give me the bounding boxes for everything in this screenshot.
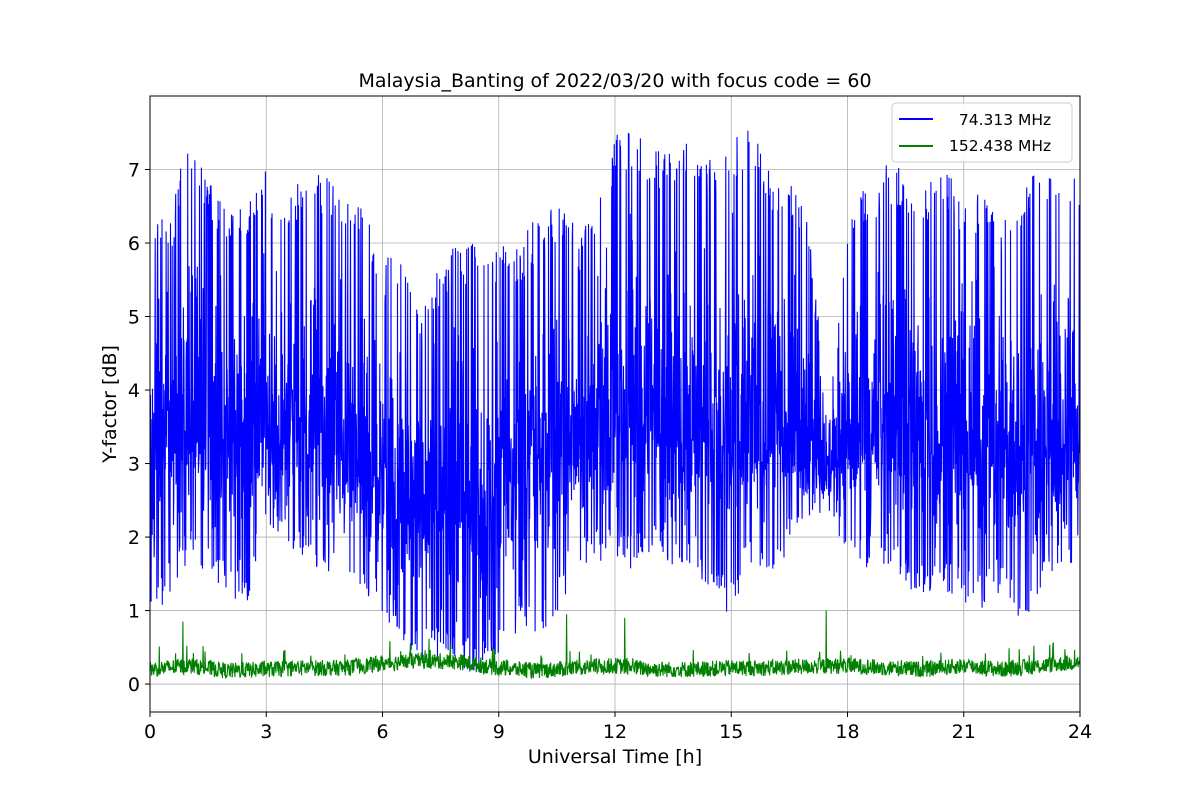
x-tick-label: 24: [1068, 721, 1092, 743]
x-tick-label: 12: [603, 721, 627, 743]
y-tick-label: 0: [128, 674, 140, 696]
x-tick-label: 0: [144, 721, 156, 743]
x-tick-label: 21: [952, 721, 976, 743]
x-axis-label: Universal Time [h]: [528, 746, 702, 768]
series-line-152-mhz: [149, 610, 1081, 680]
y-tick-label: 6: [128, 233, 140, 255]
y-tick-label: 4: [128, 380, 140, 402]
x-tick-label: 18: [835, 721, 859, 743]
y-tick-label: 3: [128, 454, 140, 476]
series-line-74-mhz: [149, 130, 1081, 672]
legend-label-152-mhz: 152.438 MHz: [949, 137, 1051, 155]
x-tick-label: 3: [260, 721, 272, 743]
y-axis: 0 1 2 3 4 5 6 7: [128, 160, 150, 696]
y-tick-label: 7: [128, 160, 140, 182]
chart-title: Malaysia_Banting of 2022/03/20 with focu…: [358, 70, 871, 92]
x-tick-label: 9: [493, 721, 505, 743]
y-axis-label: Y-factor [dB]: [99, 345, 121, 464]
y-tick-label: 2: [128, 527, 140, 549]
y-tick-label: 5: [128, 307, 140, 329]
legend: 74.313 MHz 152.438 MHz: [891, 102, 1073, 163]
x-tick-label: 6: [376, 721, 388, 743]
legend-label-74-mhz: 74.313 MHz: [949, 111, 1051, 129]
series-layer: [149, 130, 1081, 680]
legend-box: [891, 102, 1073, 163]
y-tick-label: 1: [128, 601, 140, 623]
x-tick-label: 15: [719, 721, 743, 743]
x-axis: 0 3 6 9 12 15 18 21 24: [144, 712, 1092, 743]
